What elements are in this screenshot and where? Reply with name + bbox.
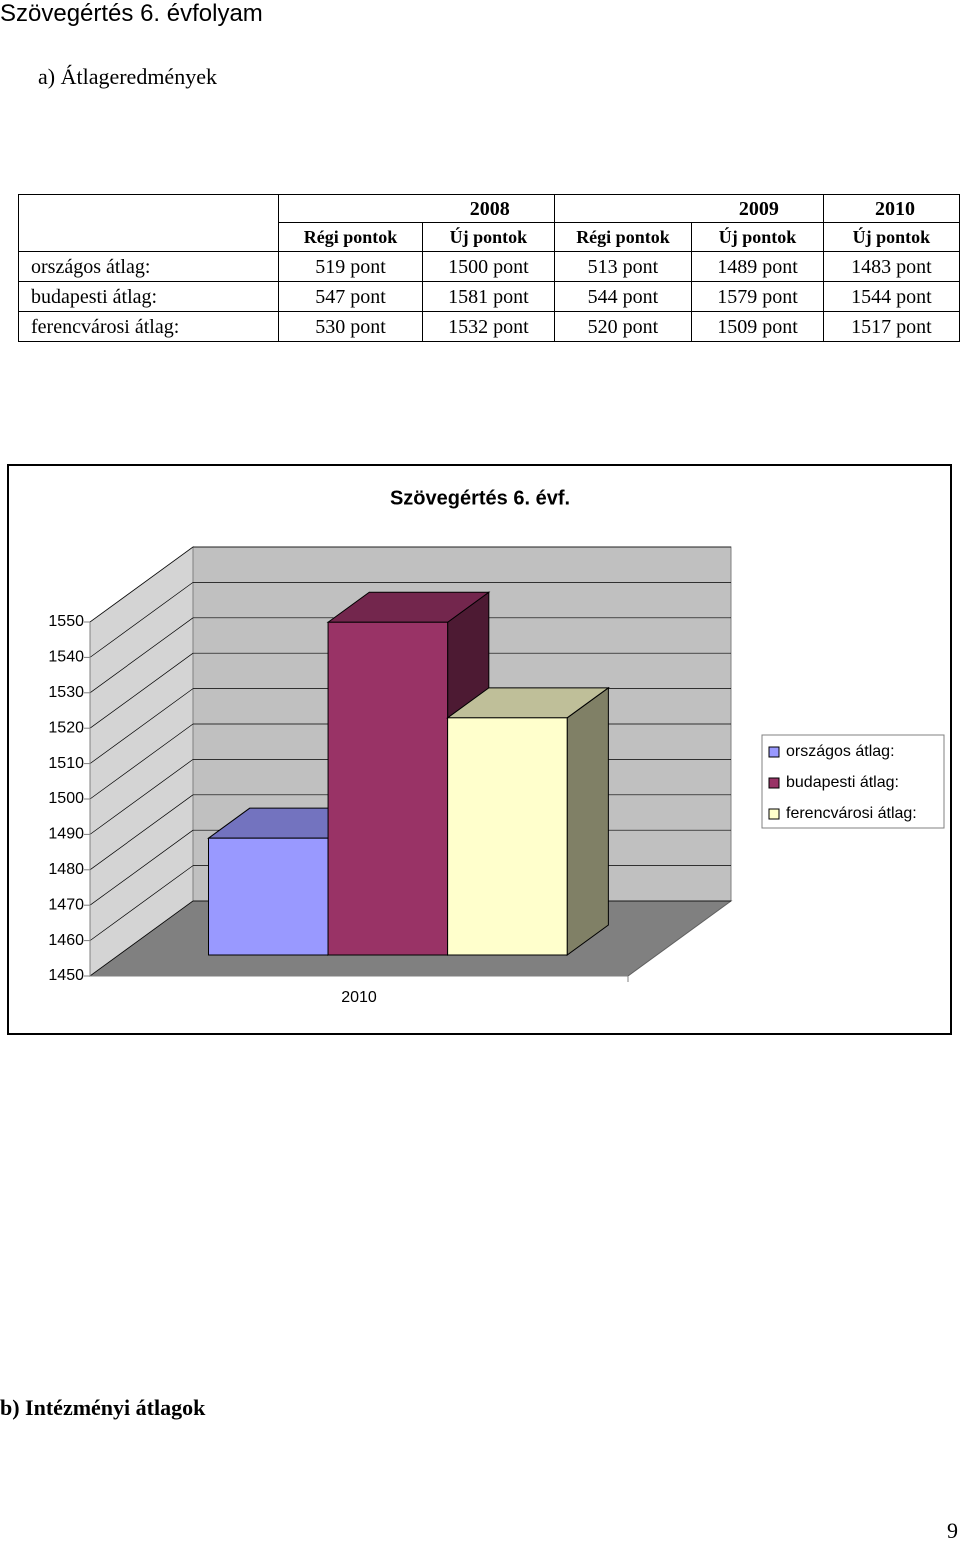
column-header: Régi pontok (278, 222, 424, 252)
legend-box (761, 734, 945, 829)
bar (327, 621, 449, 956)
bar (208, 837, 329, 956)
grid-line (89, 829, 194, 906)
grid-line (89, 759, 194, 835)
grid-line (89, 582, 194, 658)
y-tick-label: 1490 (48, 826, 84, 843)
section-heading: a) Átlageredmények (38, 64, 217, 89)
bar-side (566, 686, 609, 956)
empty-cell (17, 194, 280, 252)
data-cell: 1532 pont (422, 311, 555, 342)
data-cell: 1544 pont (822, 281, 960, 312)
legend-label: ferencvárosi átlag: (786, 805, 917, 822)
grid-line (89, 652, 194, 729)
row-label: budapesti átlag: (17, 281, 280, 312)
year-header: 2009 (553, 194, 824, 223)
table-row: országos átlag: 519 pont 1500 pont 513 pont… (17, 251, 960, 282)
x-tick-label: 2010 (341, 989, 377, 1006)
row-label: országos átlag: (17, 251, 280, 282)
grid-line (89, 794, 194, 871)
grid-line (89, 900, 194, 977)
y-tick-label: 1480 (48, 861, 84, 878)
y-tick-label: 1510 (48, 755, 84, 772)
grid-line (89, 546, 194, 623)
row-label: ferencvárosi átlag: (17, 311, 280, 342)
data-cell: 547 pont (278, 281, 424, 312)
grid-line (89, 865, 194, 941)
results-table: 2008 2009 2010 Régi pontok Új pontok Régi pon… (17, 194, 960, 342)
data-cell: 530 pont (278, 311, 424, 342)
grid-line (89, 617, 194, 694)
page-title: Szövegértés 6. évfolyam (0, 0, 263, 27)
legend-swatch (768, 808, 780, 820)
legend-swatch (768, 746, 780, 758)
y-tick-label: 1470 (48, 896, 84, 913)
y-tick-label: 1450 (48, 967, 84, 984)
column-header: Új pontok (422, 222, 555, 252)
table-row: Régi pontok Új pontok Régi pontok Új pontok… (19, 222, 960, 252)
data-cell: 513 pont (553, 251, 693, 282)
grid-line (89, 688, 194, 764)
data-cell: 1581 pont (422, 281, 555, 312)
y-tick-label: 1520 (48, 719, 84, 736)
data-cell: 1517 pont (822, 311, 960, 342)
y-tick-label: 1500 (48, 790, 84, 807)
page-number: 9 (947, 1518, 958, 1543)
legend-swatch (768, 777, 780, 789)
legend-label: budapesti átlag: (786, 774, 899, 791)
table-row: ferencvárosi átlag: 530 pont 1532 pont 520 … (17, 311, 960, 342)
data-cell: 1483 pont (822, 251, 960, 282)
data-cell: 520 pont (553, 311, 693, 342)
y-tick-label: 1530 (48, 684, 84, 701)
bar (447, 717, 568, 956)
y-tick-label: 1540 (48, 649, 84, 666)
data-cell: 519 pont (278, 251, 424, 282)
column-header: Új pontok (822, 222, 960, 252)
data-cell: 1489 pont (691, 251, 824, 282)
chart-title: Szövegértés 6. évf. (390, 487, 570, 509)
y-tick-label: 1460 (48, 932, 84, 949)
legend-label: országos átlag: (786, 743, 895, 760)
section-heading: b) Intézményi átlagok (0, 1395, 206, 1420)
data-cell: 544 pont (553, 281, 693, 312)
y-tick-label: 1550 (48, 613, 84, 630)
data-cell: 1509 pont (691, 311, 824, 342)
grid-line (89, 723, 194, 800)
